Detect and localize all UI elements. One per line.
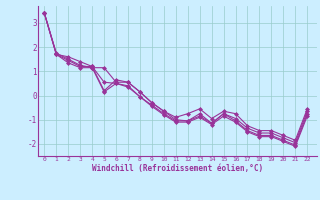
X-axis label: Windchill (Refroidissement éolien,°C): Windchill (Refroidissement éolien,°C)	[92, 164, 263, 173]
